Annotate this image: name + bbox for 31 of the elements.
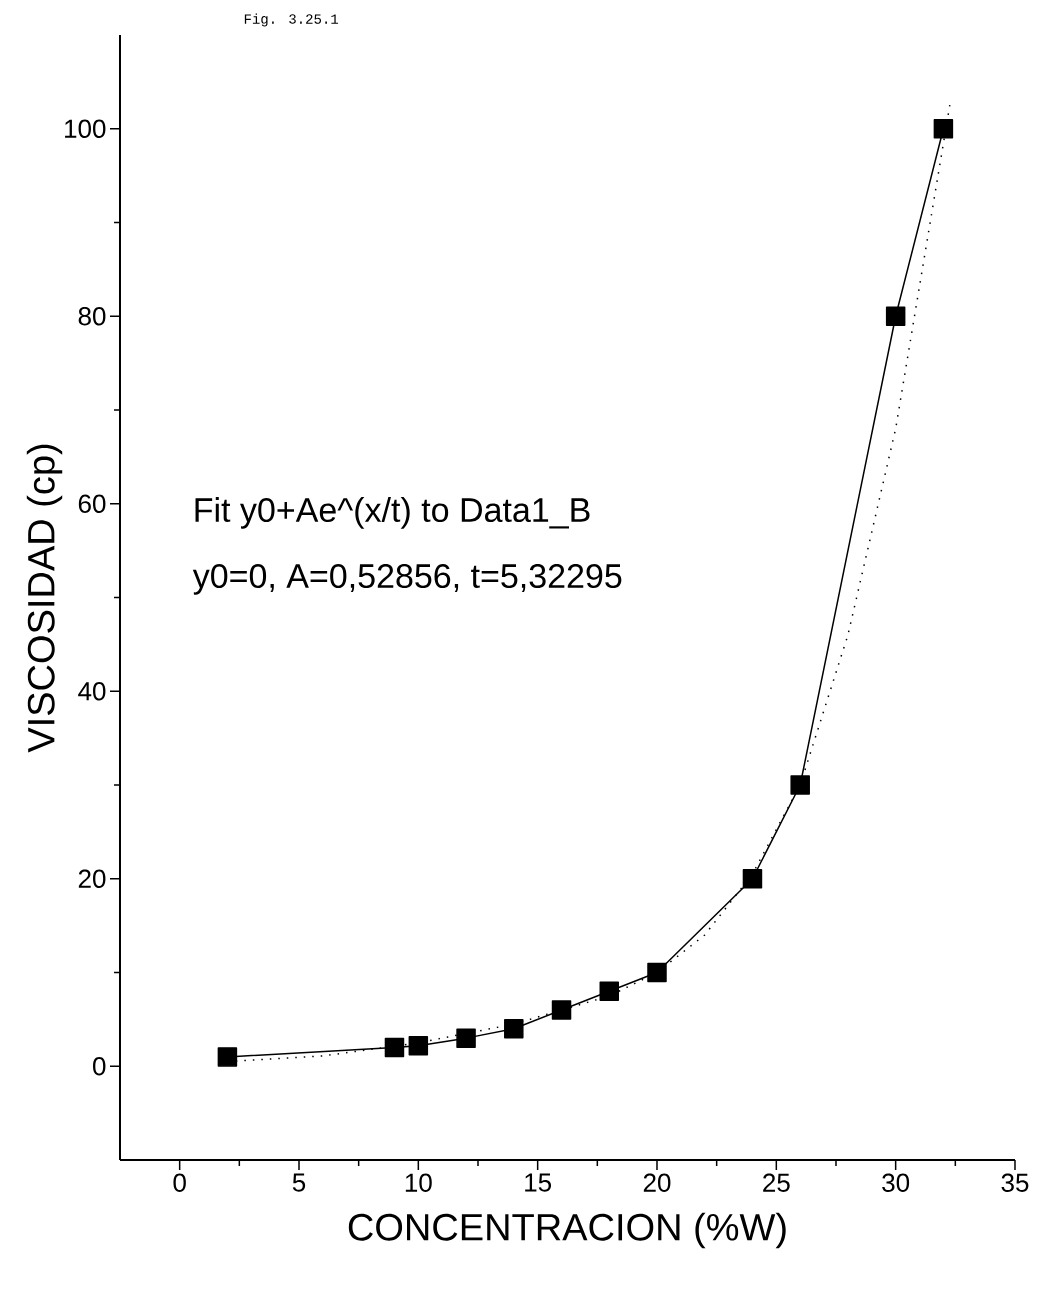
point [742,869,763,889]
x-tick-label: 5 [292,1173,306,1192]
point [504,1019,524,1039]
point [456,1028,476,1048]
annotation: Fit y0+Ae^(x/t) to Data1_B [195,497,590,529]
y-tick-label: 60 [78,494,106,513]
y-tick-label: 0 [93,1057,106,1076]
x-tick-label: 15 [525,1173,552,1192]
x-tick-label: 10 [405,1173,432,1192]
x-tick-label: 20 [643,1173,671,1192]
chart-title: Fig. 3.25.1 [244,13,339,27]
y-tick-label: 100 [65,119,106,138]
y-tick-label: 40 [78,682,106,701]
point [647,962,667,983]
annotation: y0=0, A=0,52856, t=5,32295 [192,564,622,595]
x-tick-label: 35 [1001,1173,1029,1192]
point [933,119,954,139]
point [599,981,620,1002]
point [790,775,810,795]
x-tick-label: 25 [763,1173,790,1192]
x-axis-title: CONCENTRACION (%W) [348,1212,786,1249]
y-tick-label: 20 [78,869,106,888]
point [885,306,906,327]
point [408,1035,429,1056]
x-tick-label: 0 [173,1173,186,1192]
x-tick-label: 30 [882,1173,910,1192]
point [384,1037,405,1058]
point [217,1047,238,1067]
point [551,1000,572,1020]
y-tick-label: 80 [78,307,106,326]
y-axis-title: VISCOSIDAD (cp) [26,444,63,753]
